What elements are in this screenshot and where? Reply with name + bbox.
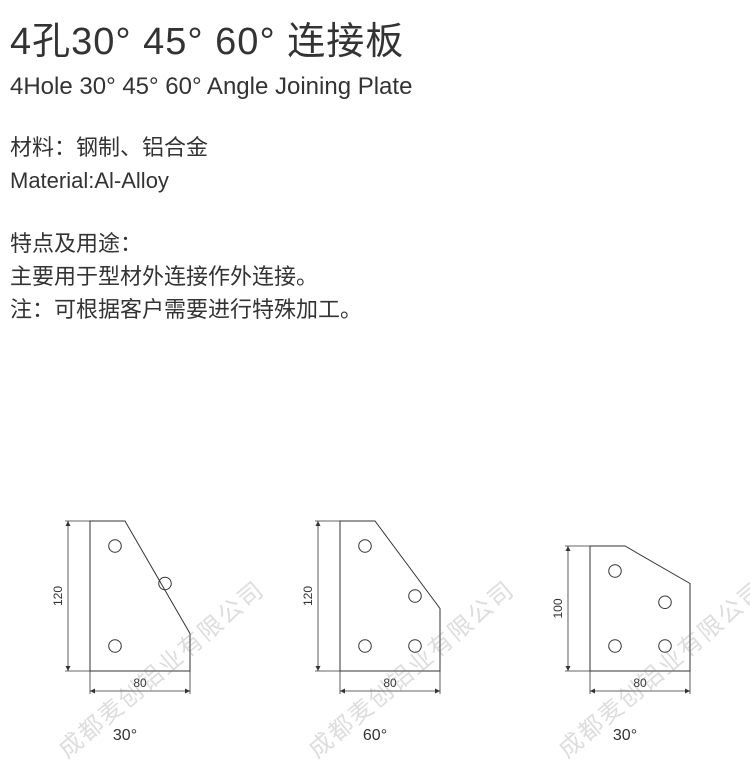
svg-text:80: 80 bbox=[633, 676, 647, 690]
angle-label: 30° bbox=[613, 727, 637, 745]
diagram-60°: 120 80 60° 成都麦创铝业有限公司 bbox=[300, 511, 450, 745]
angle-label: 30° bbox=[113, 727, 137, 745]
svg-text:80: 80 bbox=[383, 676, 397, 690]
title-en: 4Hole 30° 45° 60° Angle Joining Plate bbox=[10, 73, 740, 101]
svg-text:100: 100 bbox=[551, 598, 565, 618]
plate-drawing-icon: 100 80 bbox=[550, 536, 700, 721]
diagrams-row: 120 80 30° 成都麦创铝业有限公司 120 80 60° 成都麦创铝业有… bbox=[0, 511, 750, 745]
title-cn: 4孔30° 45° 60° 连接板 bbox=[10, 10, 740, 65]
svg-text:120: 120 bbox=[51, 586, 65, 606]
svg-text:120: 120 bbox=[301, 586, 315, 606]
angle-label: 60° bbox=[363, 727, 387, 745]
svg-text:80: 80 bbox=[133, 676, 147, 690]
diagram-30°: 100 80 30° 成都麦创铝业有限公司 bbox=[550, 536, 700, 745]
diagram-30°: 120 80 30° 成都麦创铝业有限公司 bbox=[50, 511, 200, 745]
material-en: Material:Al-Alloy bbox=[10, 164, 740, 197]
plate-drawing-icon: 120 80 bbox=[50, 511, 200, 721]
material-cn: 材料：钢制、铝合金 bbox=[10, 131, 740, 164]
features-line2: 注：可根据客户需要进行特殊加工。 bbox=[10, 293, 740, 326]
features-heading: 特点及用途： bbox=[10, 227, 740, 260]
plate-drawing-icon: 120 80 bbox=[300, 511, 450, 721]
features-line1: 主要用于型材外连接作外连接。 bbox=[10, 260, 740, 293]
